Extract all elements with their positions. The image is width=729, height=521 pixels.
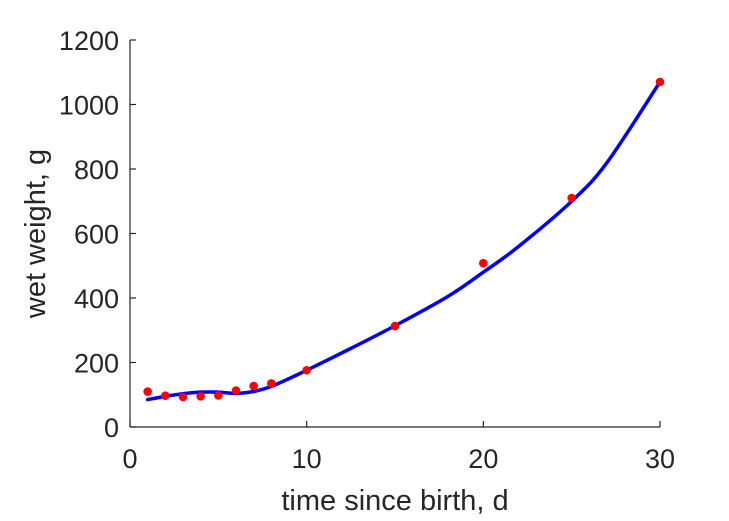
x-tick-label: 30 [645,444,675,474]
y-tick-label: 1000 [59,91,119,121]
y-tick-label: 400 [74,284,119,314]
data-point [267,379,276,388]
data-point [231,386,241,395]
y-tick-label: 200 [74,349,119,379]
data-series [143,77,665,402]
data-point [567,193,576,203]
data-point [196,392,205,401]
data-point [161,391,170,401]
data-point [249,381,258,391]
fit-curve [145,80,662,402]
x-tick-label: 10 [292,444,322,474]
y-tick-label: 800 [74,155,119,185]
y-tick-label: 0 [104,413,119,443]
x-tick-label: 0 [122,444,137,474]
data-point [655,77,665,87]
data-point [302,365,311,375]
x-axis-label: time since birth, d [281,485,508,517]
data-point [178,392,188,402]
y-tick-label: 600 [74,220,119,250]
data-point [214,391,223,400]
axes [129,39,661,428]
data-point [390,321,400,331]
y-axis-label: wet weight, g [20,149,52,319]
data-point [479,258,488,268]
tick-labels: 0 10 20 30 0 200 400 600 800 1000 1200 [59,26,675,474]
x-tick-label: 20 [468,444,498,474]
y-tick-label: 1200 [59,26,119,56]
data-point [143,387,152,396]
